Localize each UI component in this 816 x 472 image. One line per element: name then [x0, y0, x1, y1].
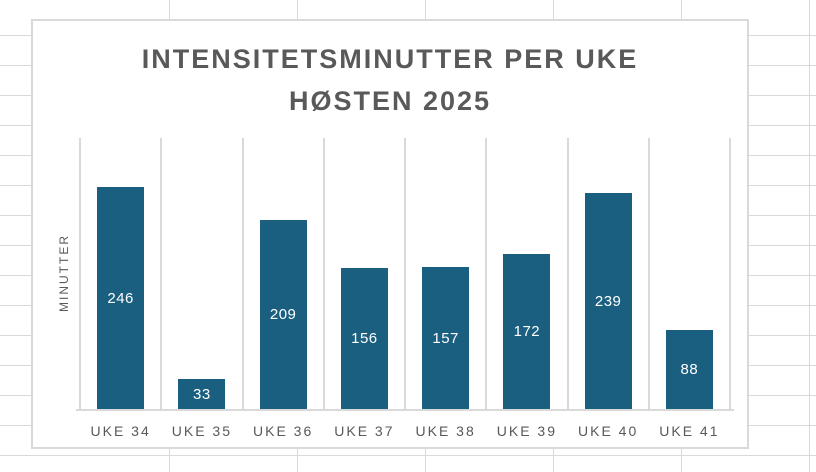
- x-axis-label-uke-37: UKE 37: [334, 423, 395, 439]
- bar-uke-35[interactable]: 33: [178, 379, 226, 409]
- x-axis-label-uke-36: UKE 36: [253, 423, 314, 439]
- category-separator-line: [566, 138, 569, 409]
- category-separator-line: [322, 138, 325, 409]
- bar-uke-39[interactable]: 172: [503, 254, 551, 409]
- bar-value-label: 156: [351, 330, 378, 347]
- bar-value-label: 246: [107, 289, 134, 307]
- plot-area: 246 33 209 156 157 172 239 88: [79, 138, 731, 409]
- bar-uke-37[interactable]: 156: [340, 268, 388, 409]
- bar-value-label: 33: [193, 385, 211, 403]
- bar-value-label: 209: [269, 306, 297, 323]
- category-separator-line: [404, 138, 406, 409]
- category-separator-line: [160, 138, 163, 409]
- x-axis-label-uke-40: UKE 40: [578, 423, 639, 439]
- category-separator-line: [241, 138, 244, 409]
- x-axis-line: [76, 409, 734, 411]
- category-separator-line: [729, 138, 731, 409]
- category-separator-line: [485, 138, 488, 409]
- chart-title-line1: INTENSITETSMINUTTER PER UKE: [141, 44, 639, 74]
- bar-uke-41[interactable]: 88: [665, 330, 713, 409]
- chart-card[interactable]: INTENSITETSMINUTTER PER UKE HØSTEN 2025 …: [31, 19, 749, 449]
- x-axis-label-uke-38: UKE 38: [415, 423, 476, 439]
- chart-title-line2: HØSTEN 2025: [288, 86, 492, 116]
- y-axis-title-text: MINUTTER: [57, 234, 71, 312]
- bar-value-label: 88: [680, 361, 699, 378]
- bar-value-label: 239: [594, 292, 622, 310]
- x-axis-label-uke-39: UKE 39: [496, 423, 557, 439]
- bar-uke-36[interactable]: 209: [259, 220, 307, 409]
- category-separator-line: [647, 138, 650, 409]
- bar-uke-38[interactable]: 157: [422, 267, 470, 409]
- bar-uke-40[interactable]: 239: [584, 193, 632, 409]
- x-axis-label-uke-41: UKE 41: [659, 423, 720, 439]
- bar-value-label: 157: [432, 329, 459, 347]
- x-axis-label-uke-34: UKE 34: [90, 423, 151, 439]
- bar-uke-34[interactable]: 246: [97, 187, 145, 409]
- category-separator-line: [79, 138, 81, 409]
- bar-value-label: 172: [513, 323, 541, 340]
- x-axis-label-uke-35: UKE 35: [171, 423, 232, 439]
- chart-title: INTENSITETSMINUTTER PER UKE HØSTEN 2025: [33, 38, 747, 122]
